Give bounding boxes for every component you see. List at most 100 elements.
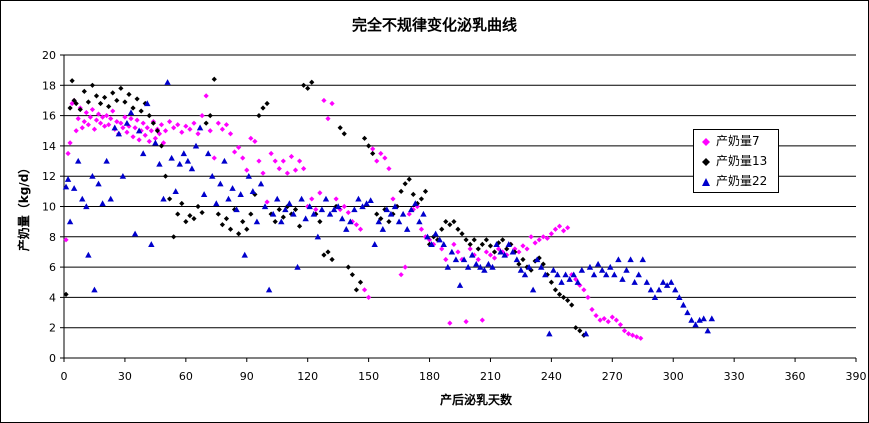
data-point: [585, 294, 591, 300]
data-point: [560, 294, 567, 300]
data-point: [672, 286, 679, 293]
data-point: [223, 122, 230, 128]
data-point: [428, 241, 435, 247]
y-tick-label: 14: [42, 140, 56, 153]
data-point: [370, 150, 376, 157]
data-point: [334, 203, 342, 210]
data-point: [91, 286, 98, 293]
data-point: [269, 210, 277, 217]
data-point: [93, 93, 100, 99]
data-point: [162, 128, 169, 134]
data-point: [631, 279, 638, 285]
data-point: [349, 219, 355, 225]
y-tick-label: 16: [42, 110, 56, 123]
data-point: [158, 143, 165, 149]
x-tick-label: 180: [419, 370, 440, 383]
gridlines: [64, 54, 856, 358]
data-point: [448, 248, 456, 255]
data-point: [106, 103, 112, 110]
y-tick-label: 0: [49, 352, 56, 365]
data-point: [548, 279, 554, 285]
data-point: [475, 246, 481, 252]
data-point: [236, 144, 242, 151]
data-point: [249, 188, 257, 194]
data-point: [367, 197, 374, 204]
data-point: [162, 173, 169, 179]
x-tick-label: 90: [240, 370, 254, 383]
data-point: [578, 266, 586, 273]
data-point: [416, 218, 423, 225]
data-point: [309, 196, 315, 202]
x-tick-label: 270: [602, 370, 623, 383]
data-point: [191, 216, 197, 222]
data-point: [341, 131, 347, 137]
data-point: [256, 113, 262, 119]
data-point: [209, 173, 216, 179]
data-point: [455, 226, 461, 232]
data-point: [351, 206, 358, 213]
data-point: [371, 241, 378, 247]
data-point: [520, 243, 526, 249]
data-point: [586, 263, 594, 270]
data-point: [402, 264, 408, 270]
data-point: [349, 272, 355, 278]
data-point: [75, 116, 81, 122]
data-point: [374, 158, 380, 164]
data-point: [296, 158, 303, 164]
data-point: [582, 330, 590, 337]
data-point: [668, 279, 675, 285]
data-point: [468, 251, 476, 258]
data-point: [485, 260, 492, 267]
data-point: [317, 219, 323, 225]
data-point: [103, 157, 110, 164]
data-point: [191, 120, 197, 126]
y-axis-title: 产奶量（kg/d）: [16, 162, 31, 252]
data-point: [199, 209, 205, 216]
data-point: [168, 154, 175, 161]
legend-label: 产奶量7: [716, 134, 760, 148]
data-point: [167, 119, 173, 125]
data-point: [343, 226, 350, 232]
data-point: [406, 211, 412, 217]
data-point: [353, 222, 360, 228]
data-point: [566, 276, 573, 282]
data-point: [134, 96, 140, 102]
data-point: [274, 195, 281, 202]
data-point: [73, 128, 79, 134]
data-point: [501, 251, 508, 258]
data-point: [663, 282, 671, 288]
data-point: [179, 129, 185, 135]
data-point: [264, 100, 270, 107]
data-point: [443, 256, 449, 263]
data-point: [617, 322, 624, 328]
data-point: [200, 191, 208, 197]
data-point: [390, 196, 396, 202]
data-point: [361, 135, 368, 141]
data-point: [552, 226, 559, 232]
data-point: [560, 228, 567, 234]
data-point: [601, 316, 607, 322]
data-point: [659, 279, 667, 285]
data-point: [104, 113, 110, 119]
data-point: [404, 226, 411, 232]
data-point: [229, 185, 236, 191]
data-point: [432, 230, 439, 237]
data-point: [126, 91, 132, 97]
data-point: [625, 331, 632, 337]
data-point: [554, 271, 561, 278]
data-point: [321, 252, 327, 258]
data-point: [424, 233, 431, 240]
data-point: [370, 146, 376, 152]
data-point: [120, 125, 126, 131]
data-point: [603, 271, 610, 278]
data-point: [493, 241, 500, 247]
y-tick-label: 20: [42, 49, 56, 62]
data-point: [81, 119, 87, 125]
data-point: [491, 249, 498, 255]
y-tick-label: 6: [49, 261, 56, 274]
data-point: [447, 222, 453, 228]
data-point: [402, 181, 408, 187]
data-point: [314, 233, 322, 240]
data-point: [211, 76, 217, 82]
data-point: [696, 316, 703, 323]
